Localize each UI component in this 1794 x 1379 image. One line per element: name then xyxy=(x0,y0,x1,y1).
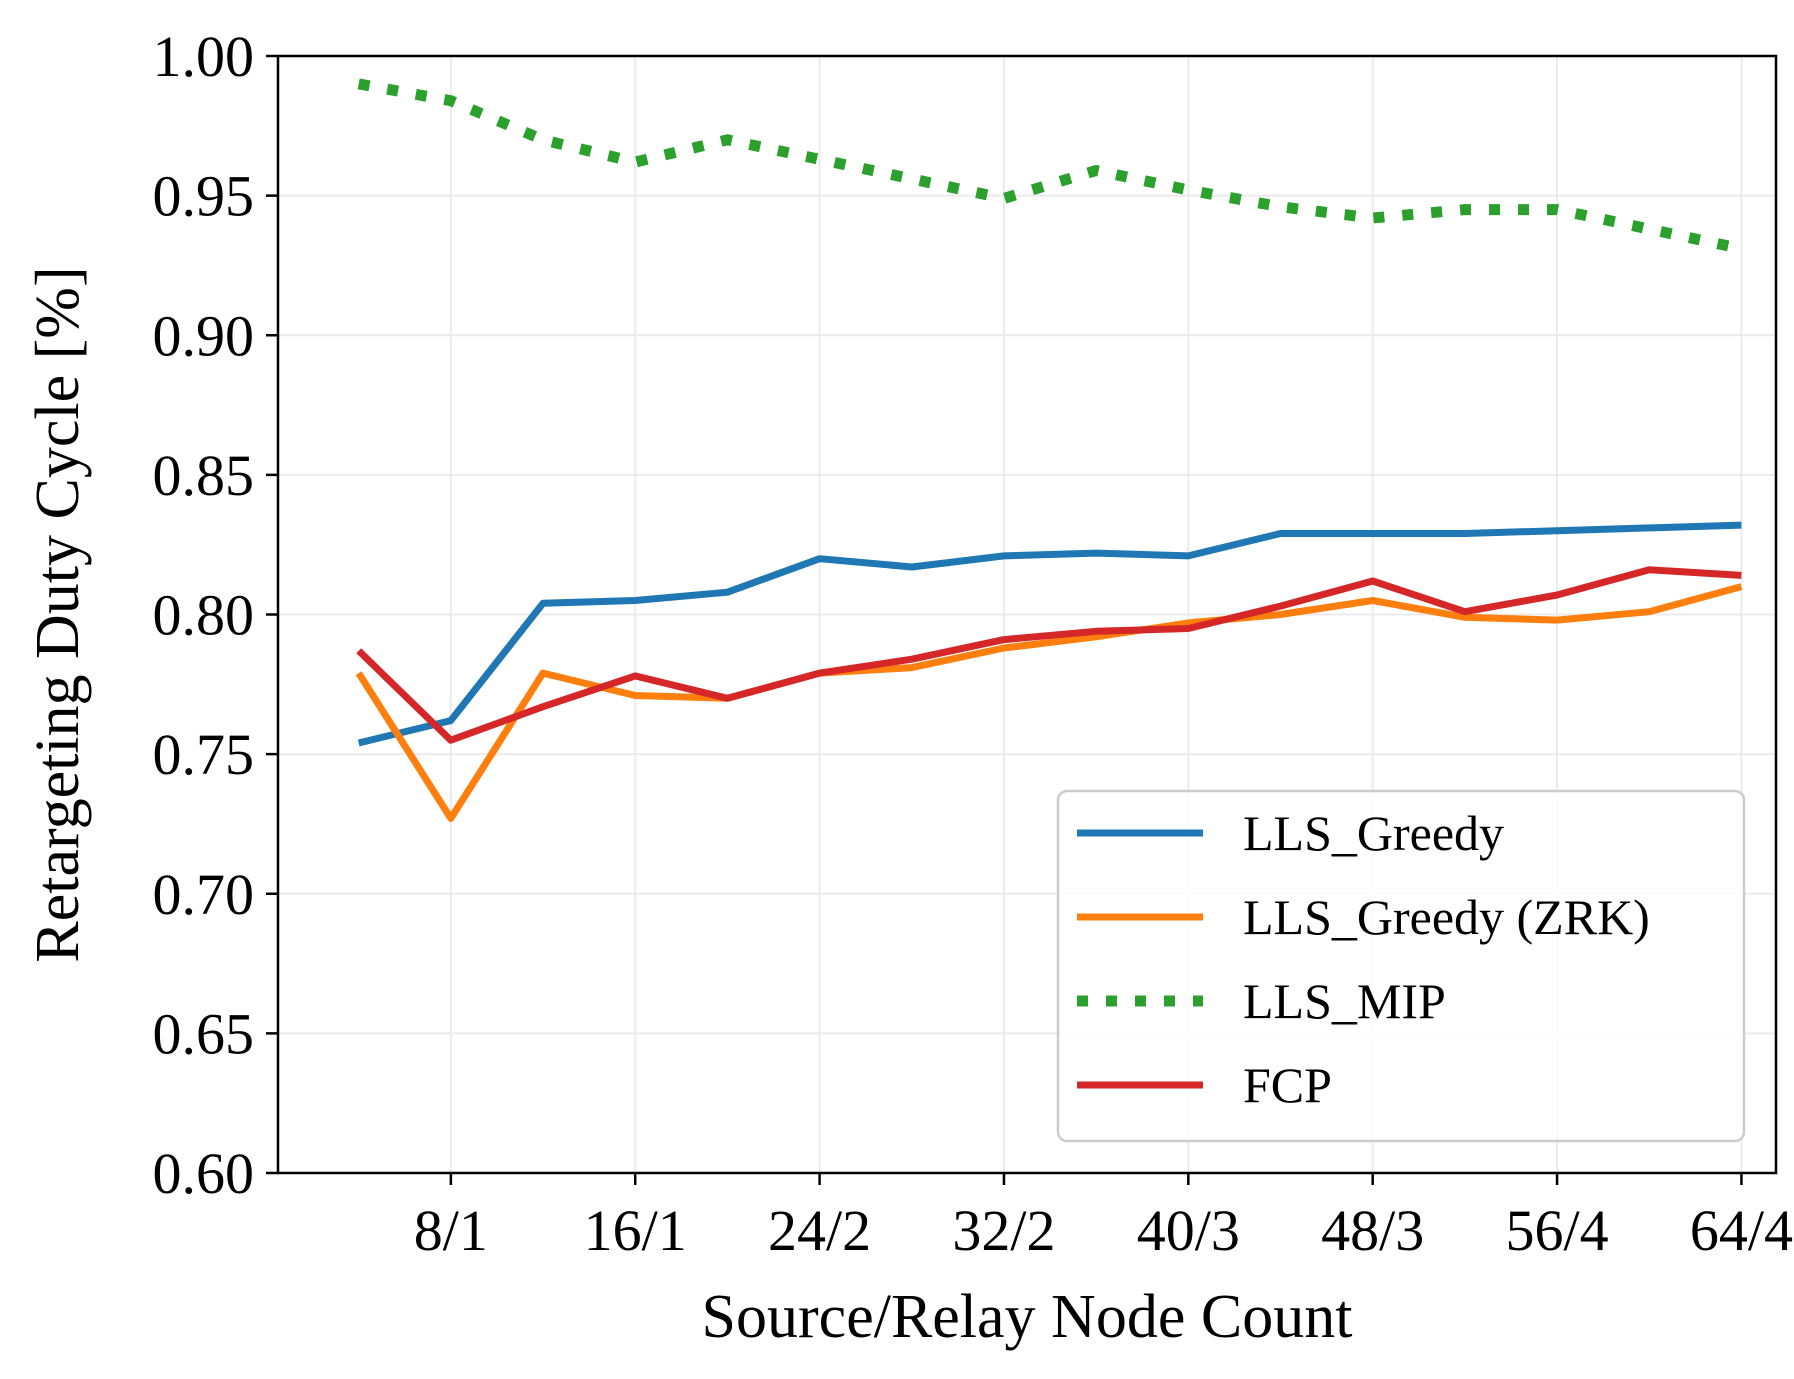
x-tick-label: 8/1 xyxy=(414,1198,488,1263)
y-tick-label: 0.80 xyxy=(153,583,255,648)
y-tick-label: 0.70 xyxy=(153,862,255,927)
legend-label: LLS_Greedy (ZRK) xyxy=(1243,889,1650,945)
y-tick-label: 1.00 xyxy=(153,24,255,89)
y-tick-label: 0.95 xyxy=(153,164,255,229)
x-tick-label: 48/3 xyxy=(1321,1198,1424,1263)
x-tick-label: 16/1 xyxy=(584,1198,687,1263)
x-tick-label: 64/4 xyxy=(1690,1198,1793,1263)
x-tick-label: 40/3 xyxy=(1137,1198,1240,1263)
y-tick-label: 0.60 xyxy=(153,1141,255,1206)
series-line-lls-mip xyxy=(357,78,1743,255)
legend-label: FCP xyxy=(1243,1057,1332,1113)
x-tick-label: 24/2 xyxy=(768,1198,871,1263)
x-tick-label: 56/4 xyxy=(1505,1198,1608,1263)
legend-box xyxy=(1056,789,1746,1143)
series-lines xyxy=(355,78,1743,822)
legend: LLS_Greedy LLS_Greedy (ZRK) LLS_MIP FCP xyxy=(1056,789,1746,1143)
x-axis-label: Source/Relay Node Count xyxy=(702,1283,1353,1351)
legend-label: LLS_MIP xyxy=(1243,973,1446,1029)
x-axis-ticks: 8/1 16/1 24/2 32/2 40/3 48/3 56/4 64/4 xyxy=(414,1173,1793,1263)
y-tick-label: 0.85 xyxy=(153,443,255,508)
y-axis-label: Retargeting Duty Cycle [%] xyxy=(24,266,92,962)
series-line-fcp xyxy=(356,566,1742,744)
series-line-lls-greedy-zrk xyxy=(355,583,1743,822)
legend-label: LLS_Greedy xyxy=(1243,805,1504,861)
y-axis-ticks: 0.60 0.65 0.70 0.75 0.80 0.85 0.90 0.95 1.00 xyxy=(153,24,278,1206)
series-line-lls-greedy xyxy=(357,521,1742,747)
y-tick-label: 0.65 xyxy=(153,1001,255,1066)
y-tick-label: 0.75 xyxy=(153,722,255,787)
x-tick-label: 32/2 xyxy=(952,1198,1055,1263)
y-tick-label: 0.90 xyxy=(153,303,255,368)
